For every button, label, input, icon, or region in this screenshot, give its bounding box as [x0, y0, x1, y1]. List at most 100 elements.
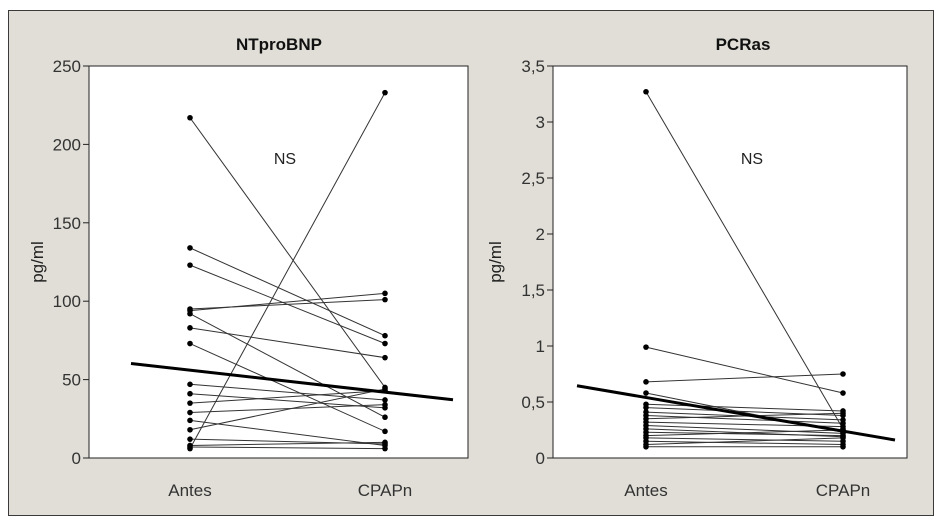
pair-line — [645, 412, 844, 420]
pair-line — [189, 327, 386, 359]
data-point-cpapn — [382, 89, 388, 96]
pair-line — [189, 404, 386, 414]
data-point-cpapn — [382, 445, 388, 452]
pair-line — [189, 388, 386, 431]
data-point-cpapn — [382, 428, 388, 435]
x-tick-label: Antes — [624, 481, 667, 500]
pair-line — [189, 117, 386, 388]
data-point-antes — [187, 381, 193, 388]
y-tick-label: 2,5 — [521, 169, 545, 188]
y-tick-label: 0,5 — [521, 393, 545, 412]
data-points — [643, 88, 846, 450]
plot-area — [88, 65, 469, 459]
y-tick-group: 0 50 100 150 200 250 — [53, 57, 89, 468]
significance-label: NS — [741, 151, 763, 168]
data-point-cpapn — [382, 439, 388, 446]
y-tick-group: 0 0,5 1 1,5 2 2,5 3 3,5 — [521, 57, 553, 468]
y-tick-label: 200 — [53, 135, 81, 154]
y-tick-label: 0 — [72, 449, 81, 468]
data-point-antes — [643, 344, 649, 350]
y-tick-label: 3 — [536, 113, 545, 132]
y-tick-label: 250 — [53, 57, 81, 76]
pair-line — [645, 414, 844, 424]
data-point-cpapn — [382, 332, 388, 339]
pair-line — [189, 313, 386, 418]
data-point-antes — [187, 262, 193, 268]
data-points — [187, 89, 388, 452]
pair-line — [645, 440, 844, 446]
data-point-cpapn — [840, 435, 846, 441]
data-point-cpapn — [840, 444, 846, 450]
y-tick-label: 1,5 — [521, 281, 545, 300]
data-point-antes — [187, 409, 193, 416]
data-point-cpapn — [382, 397, 388, 403]
pair-line — [189, 441, 386, 446]
pair-line — [189, 247, 386, 337]
data-point-antes — [643, 379, 649, 385]
x-tick-label: CPAPn — [358, 481, 413, 500]
data-point-cpapn — [382, 354, 388, 361]
pair-line — [189, 446, 386, 450]
trend-line — [130, 362, 454, 402]
data-point-antes — [187, 426, 193, 433]
pair-line — [189, 292, 386, 312]
y-tick-label: 50 — [62, 371, 81, 390]
pair-line — [189, 383, 386, 401]
y-tick-label: 2 — [536, 225, 545, 244]
pair-lines — [645, 91, 844, 448]
y-tick-label: 0 — [536, 449, 545, 468]
y-axis-label: pg/ml — [486, 241, 505, 283]
pair-line — [189, 393, 386, 409]
data-point-antes — [643, 404, 649, 411]
data-point-antes — [187, 325, 193, 331]
data-point-antes — [187, 310, 193, 317]
y-tick-label: 1 — [536, 337, 545, 356]
chart-title: NTproBNP — [236, 35, 322, 54]
x-tick-label: CPAPn — [816, 481, 871, 500]
x-tick-label: Antes — [168, 481, 211, 500]
y-axis-label: pg/ml — [28, 241, 47, 283]
pair-line — [189, 92, 386, 449]
data-point-cpapn — [840, 410, 846, 417]
data-point-antes — [187, 245, 193, 251]
pair-line — [645, 431, 844, 437]
data-point-cpapn — [840, 371, 846, 377]
chart-panel-pcras: PCRas pg/ml NS Antes CPAPn 0 0,5 1 1,5 2 2,5 3… — [486, 35, 908, 500]
pair-line — [645, 91, 844, 430]
pair-line — [645, 346, 844, 394]
data-point-cpapn — [382, 340, 388, 347]
data-point-cpapn — [382, 401, 388, 408]
data-point-cpapn — [382, 414, 388, 421]
pair-line — [189, 390, 386, 404]
y-tick-label: 100 — [53, 292, 81, 311]
data-point-antes — [643, 390, 649, 396]
significance-label: NS — [274, 151, 296, 168]
data-point-cpapn — [840, 390, 846, 396]
data-point-antes — [643, 444, 649, 450]
pair-line — [189, 419, 386, 446]
data-point-cpapn — [382, 290, 388, 297]
pair-line — [645, 373, 844, 383]
data-point-antes — [187, 400, 193, 406]
y-tick-label: 3,5 — [521, 57, 545, 76]
data-point-antes — [187, 445, 193, 452]
pair-lines — [189, 92, 386, 450]
pair-line — [645, 437, 844, 446]
pair-line — [645, 403, 844, 412]
pair-line — [645, 425, 844, 434]
chart-panel-ntprobnp: NTproBNP pg/ml NS Antes CPAPn 0 50 100 150 2… — [28, 35, 469, 500]
chart-title: PCRas — [716, 35, 771, 54]
data-point-antes — [643, 88, 649, 95]
trend-line — [576, 384, 896, 442]
data-point-antes — [187, 340, 193, 347]
y-tick-label: 150 — [53, 214, 81, 233]
pair-line — [645, 437, 844, 442]
data-point-cpapn — [382, 296, 388, 303]
data-point-antes — [187, 390, 193, 397]
pair-line — [189, 343, 386, 432]
data-point-antes — [187, 417, 193, 424]
data-point-antes — [187, 436, 193, 442]
data-point-cpapn — [382, 386, 388, 392]
plot-area — [552, 65, 908, 459]
